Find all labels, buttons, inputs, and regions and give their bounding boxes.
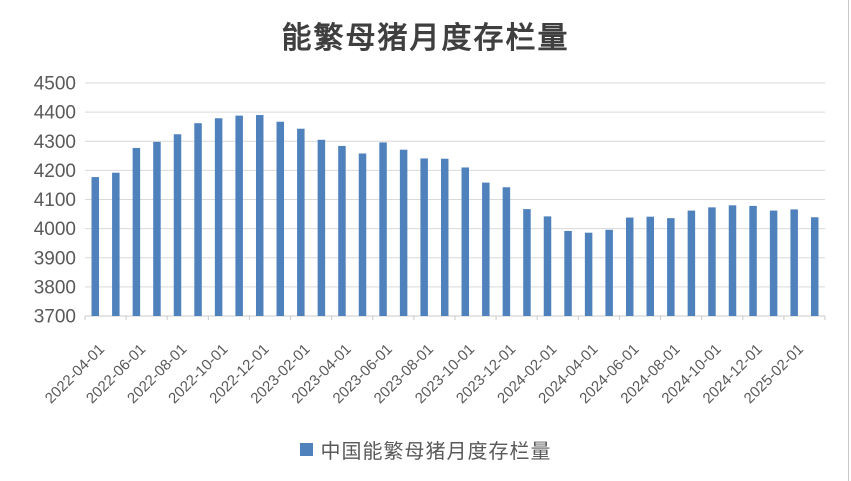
bar-2022-10-01: [214, 118, 223, 317]
bar-2022-05-01: [112, 172, 120, 316]
bar-2024-07-01: [646, 216, 655, 316]
y-axis-tick-label: 3800: [34, 277, 76, 298]
y-axis-tick-label: 4200: [34, 161, 76, 182]
bar-2024-02-01: [543, 216, 552, 316]
bar-2023-04-01: [338, 145, 346, 316]
y-axis-tick-label: 4500: [34, 74, 76, 95]
bar-2023-10-01: [461, 167, 470, 316]
y-axis-tick-label: 4000: [34, 219, 76, 240]
bar-2022-08-01: [173, 134, 182, 316]
bar-2022-11-01: [235, 115, 243, 317]
bar-2025-01-01: [769, 210, 778, 316]
bar-2024-04-01: [584, 232, 593, 316]
bar-2023-08-01: [420, 158, 428, 316]
bar-2022-07-01: [153, 141, 161, 316]
bar-2022-09-01: [194, 123, 202, 316]
bar-2023-07-01: [399, 149, 408, 316]
bar-2023-11-01: [482, 182, 490, 316]
legend-square-marker-icon: [299, 442, 313, 456]
bar-2024-12-01: [749, 205, 757, 316]
bar-2023-12-01: [502, 187, 511, 316]
bar-2024-01-01: [523, 209, 531, 316]
bar-2023-02-01: [297, 128, 305, 316]
bar-2022-12-01: [255, 115, 264, 316]
page-right-border: [848, 0, 849, 481]
y-axis-tick-label: 4400: [34, 103, 76, 124]
y-axis-tick-label: 3900: [34, 248, 76, 269]
y-axis-tick-label: 3700: [34, 307, 76, 328]
bar-2024-11-01: [728, 205, 737, 316]
bar-2025-03-01: [810, 217, 819, 316]
legend-label: 中国能繁母猪月度存栏量: [320, 438, 552, 463]
bar-2022-04-01: [91, 177, 100, 316]
bar-2024-05-01: [605, 229, 613, 316]
bar-2023-05-01: [358, 153, 367, 316]
legend: 中国能繁母猪月度存栏量: [0, 437, 851, 463]
y-axis-tick-label: 4100: [34, 190, 76, 211]
bar-2024-03-01: [564, 230, 572, 316]
bar-2023-01-01: [276, 121, 285, 316]
chart-title: 能繁母猪月度存栏量: [281, 21, 570, 56]
bar-2023-03-01: [317, 139, 326, 316]
bar-2023-09-01: [440, 158, 449, 316]
bar-2024-06-01: [625, 217, 634, 316]
bar-2023-06-01: [379, 142, 387, 316]
bar-2024-09-01: [687, 210, 696, 316]
y-axis-tick-label: 4300: [34, 132, 76, 153]
bar-2025-02-01: [790, 209, 798, 316]
bar-2024-08-01: [667, 218, 675, 316]
bar-2024-10-01: [708, 207, 716, 316]
bar-2022-06-01: [132, 147, 141, 316]
